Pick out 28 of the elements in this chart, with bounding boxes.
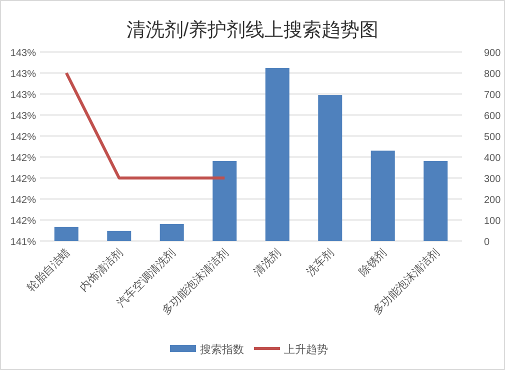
y2-tick-label: 600 xyxy=(484,111,502,122)
y-tick-label: 143% xyxy=(10,111,36,122)
y-tick-label: 143% xyxy=(10,90,36,101)
y2-tick-label: 700 xyxy=(484,90,502,101)
y-tick-label: 142% xyxy=(10,195,36,206)
y2-tick-label: 500 xyxy=(484,132,502,143)
y-tick-label: 142% xyxy=(10,132,36,143)
y2-tick-label: 0 xyxy=(484,237,490,248)
y2-tick-label: 400 xyxy=(484,153,502,164)
y2-tick-label: 800 xyxy=(484,69,502,80)
x-tick-label: 轮胎自洁蜡 xyxy=(24,246,72,294)
y-tick-label: 143% xyxy=(10,69,36,80)
y2-tick-label: 300 xyxy=(484,174,502,185)
x-tick-label: 洗车剂 xyxy=(304,246,336,278)
x-tick-label: 内饰清洁剂 xyxy=(77,246,126,294)
x-tick-label: 清洗剂 xyxy=(250,246,284,278)
x-tick-label: 除锈剂 xyxy=(356,246,389,278)
y-tick-label: 142% xyxy=(10,216,36,227)
y2-tick-label: 100 xyxy=(484,216,502,227)
y-tick-label: 143% xyxy=(10,48,36,59)
title: 清洗剂/养护剂线上搜索趋势图 xyxy=(126,20,379,41)
y-tick-label: 142% xyxy=(10,174,36,185)
y2-tick-label: 200 xyxy=(484,195,502,206)
y-tick-label: 142% xyxy=(10,153,36,164)
legend-label: 上升趋势 xyxy=(284,343,328,356)
legend-label: 搜索指数 xyxy=(200,343,244,356)
y2-tick-label: 900 xyxy=(484,48,502,59)
y-tick-label: 141% xyxy=(10,237,36,248)
